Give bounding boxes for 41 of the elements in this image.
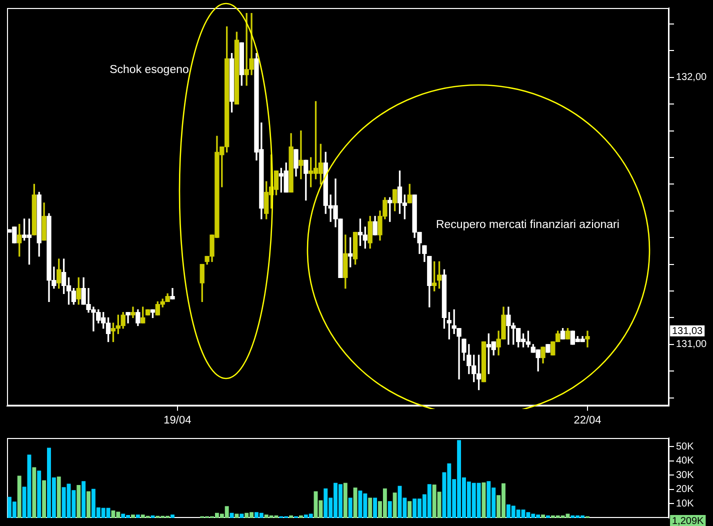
y-tick-label: 132,00: [676, 72, 708, 84]
bar: [392, 492, 397, 518]
annotation: Recupero mercati finanziari azionari: [436, 218, 620, 231]
text: 131,03: [672, 326, 704, 338]
bar: [17, 476, 22, 518]
x-tick-label: 19/04: [164, 414, 192, 426]
bar: [42, 480, 46, 518]
bar: [298, 515, 303, 518]
bar: [37, 470, 42, 518]
bar: [234, 514, 239, 518]
bar: [170, 514, 174, 518]
candlestick: [298, 130, 304, 180]
bar: [353, 488, 358, 518]
y-tick-label: 20K: [676, 484, 694, 496]
bar: [136, 514, 140, 518]
y-tick-label: 30K: [676, 470, 694, 481]
y-tick-label: 10K: [676, 498, 694, 510]
bar: [131, 514, 135, 518]
bar: [546, 515, 550, 518]
x-tick-label: 22/04: [574, 414, 602, 426]
annotation: Schok esogeno: [110, 64, 189, 76]
bar: [541, 514, 545, 518]
bar: [76, 485, 81, 518]
candlestick: [585, 330, 590, 348]
bar: [82, 481, 86, 518]
bar: [343, 482, 348, 518]
y-tick-label: 131,00: [676, 339, 708, 350]
bar: [373, 498, 378, 518]
bar: [348, 498, 352, 518]
bar: [86, 491, 90, 518]
bar: [408, 501, 412, 518]
y-tick-label: 40K: [676, 456, 694, 467]
bar: [289, 515, 294, 518]
bar: [240, 514, 244, 518]
bar: [230, 512, 234, 518]
bar: [56, 476, 61, 518]
bar: [32, 467, 36, 518]
text: 1,209K: [672, 516, 704, 526]
y-tick-label: 50K: [676, 441, 694, 452]
bar: [368, 498, 372, 518]
bar: [388, 501, 392, 518]
